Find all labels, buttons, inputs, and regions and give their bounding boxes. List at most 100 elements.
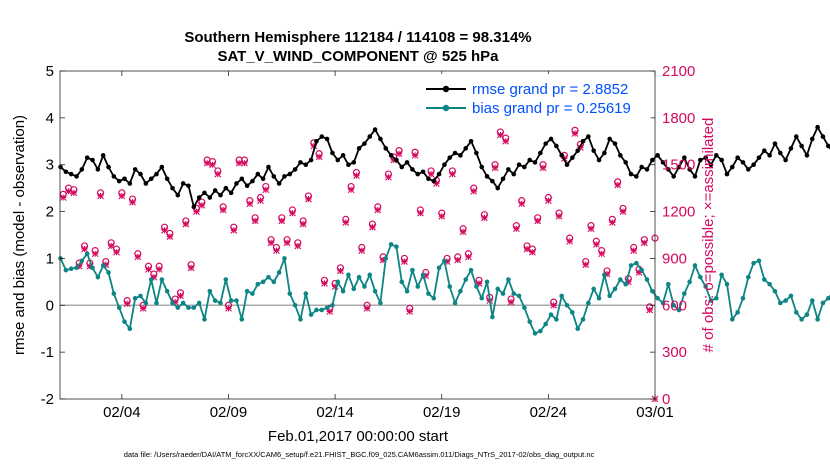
rmse-point [298, 160, 303, 165]
rmse-point [458, 153, 463, 158]
rmse-point [522, 164, 527, 170]
obs-assimilated-marker [491, 164, 499, 172]
rmse-point [74, 174, 79, 179]
bias-point [234, 298, 239, 303]
rmse-point [367, 134, 373, 139]
rmse-point [746, 167, 751, 172]
bias-point [559, 293, 564, 299]
obs-assimilated-marker [107, 242, 115, 250]
bias-point [159, 277, 165, 282]
rmse-point [708, 162, 714, 168]
rmse-point [154, 171, 159, 177]
right-tick-label: 900 [662, 250, 687, 267]
bias-point [415, 284, 421, 289]
bias-point [815, 317, 820, 322]
bias-point [138, 293, 143, 299]
rmse-point [212, 188, 218, 193]
rmse-point [484, 174, 490, 179]
rmse-point [58, 164, 63, 170]
rmse-point [202, 190, 207, 196]
obs-assimilated-marker [246, 200, 254, 208]
legend-bias-label: bias grand pr = 0.25619 [472, 100, 631, 117]
obs-assimilated-marker [65, 187, 72, 195]
bias-point [730, 317, 735, 322]
obs-assimilated-marker [507, 298, 515, 306]
bias-point [564, 302, 570, 308]
bias-point [404, 288, 410, 294]
rmse-point [532, 160, 538, 165]
rmse-point [772, 141, 778, 146]
bias-point [335, 279, 341, 285]
bias-point [452, 300, 458, 306]
obs-assimilated-marker [401, 258, 408, 265]
left-tick-label: 2 [46, 204, 54, 221]
bias-point [623, 281, 628, 287]
bias-point [591, 286, 596, 292]
bias-point [346, 272, 351, 278]
bias-point [111, 291, 117, 296]
rmse-point [426, 176, 431, 182]
rmse-point [767, 153, 772, 158]
bias-point [127, 326, 133, 332]
obs-assimilated-marker [592, 240, 600, 248]
obs-assimilated-marker [177, 292, 184, 300]
rmse-point [314, 138, 319, 144]
obs-assimilated-marker [539, 164, 547, 172]
bias-point [324, 305, 330, 310]
rmse-point [479, 164, 485, 170]
bias-point [607, 293, 612, 299]
obs-assimilated-marker [139, 305, 147, 312]
rmse-point [447, 155, 453, 160]
rmse-point [825, 143, 830, 149]
bias-point [527, 319, 533, 324]
y-axis-label-right: # of obs: o=possible; ×=assimilated [700, 118, 717, 353]
x-axis-label: Feb.01,2017 00:00:00 start [268, 428, 449, 445]
right-tick-label: 1500 [662, 157, 695, 174]
obs-assimilated-marker [550, 301, 558, 309]
bias-point [228, 298, 234, 303]
bias-point [724, 281, 730, 287]
obs-assimilated-marker [241, 159, 248, 167]
rmse-point [607, 136, 612, 142]
bias-point [314, 307, 319, 313]
bias-point [255, 281, 261, 287]
obs-assimilated-marker [123, 300, 131, 308]
obs-assimilated-marker [225, 305, 232, 312]
rmse-point [714, 153, 719, 158]
rmse-point [468, 138, 474, 144]
bias-point [330, 302, 335, 308]
obs-count-layer [59, 126, 659, 403]
obs-assimilated-marker [640, 239, 648, 247]
obs-assimilated-marker [187, 264, 195, 272]
bias-point [79, 258, 85, 264]
rmse-point [319, 134, 325, 139]
rmse-point [340, 153, 346, 158]
bias-point [767, 281, 772, 287]
obs-assimilated-marker [262, 186, 270, 194]
rmse-point [207, 195, 213, 200]
obs-assimilated-marker [523, 245, 531, 253]
obs-assimilated-marker [219, 206, 227, 214]
rmse-point [452, 150, 458, 156]
bias-point [106, 270, 111, 275]
rmse-point [79, 167, 85, 172]
rmse-point [68, 171, 74, 177]
rmse-point [666, 167, 671, 172]
rmse-point [420, 169, 426, 175]
plot-area [60, 71, 655, 399]
bias-point [532, 331, 538, 336]
bias-point [495, 286, 501, 292]
obs-assimilated-marker [608, 219, 616, 226]
rmse-point [538, 150, 543, 156]
obs-assimilated-marker [278, 217, 286, 225]
rmse-point [676, 164, 682, 170]
rmse-point [148, 176, 154, 182]
obs-assimilated-marker [598, 250, 606, 258]
x-tick-label: 03/01 [636, 404, 674, 421]
bias-point [394, 244, 399, 250]
obs-assimilated-marker [257, 197, 264, 205]
bias-point [223, 277, 229, 282]
rmse-point [436, 171, 442, 177]
x-tick-label: 02/19 [423, 404, 461, 421]
obs-assimilated-marker [518, 200, 526, 208]
